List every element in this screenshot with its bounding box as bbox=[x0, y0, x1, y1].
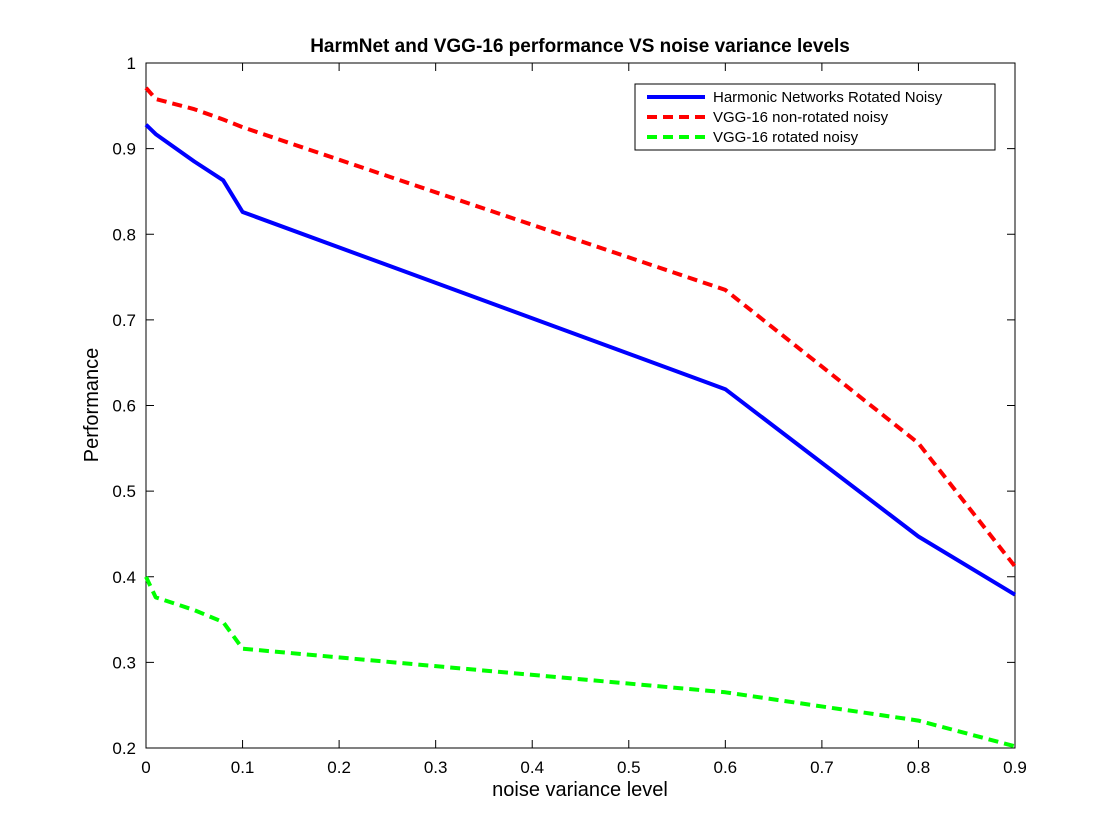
y-tick-label: 1 bbox=[127, 54, 136, 73]
series-line-2 bbox=[144, 86, 1017, 568]
y-tick-label: 0.9 bbox=[112, 140, 136, 159]
y-tick-label: 0.5 bbox=[112, 482, 136, 501]
x-tick-label: 0.7 bbox=[810, 758, 834, 777]
legend-label: VGG-16 non-rotated noisy bbox=[713, 109, 889, 126]
x-tick-label: 0.5 bbox=[617, 758, 641, 777]
y-tick-label: 0.3 bbox=[112, 653, 136, 672]
legend-label: Harmonic Networks Rotated Noisy bbox=[713, 89, 943, 106]
x-tick-label: 0.3 bbox=[424, 758, 448, 777]
series-line-3 bbox=[144, 575, 1016, 749]
chart-title: HarmNet and VGG-16 performance VS noise … bbox=[310, 36, 850, 57]
y-tick-label: 0.6 bbox=[112, 397, 136, 416]
y-tick-label: 0.4 bbox=[112, 568, 136, 587]
series-layer bbox=[144, 86, 1017, 749]
x-tick-label: 0.2 bbox=[327, 758, 351, 777]
legend-label: VGG-16 rotated noisy bbox=[713, 129, 859, 146]
y-axis: 0.2 0.3 0.4 0.5 0.6 0.7 0.8 0.9 1 bbox=[112, 54, 1015, 758]
series-line-1 bbox=[144, 123, 1017, 597]
x-tick-label: 0.1 bbox=[231, 758, 255, 777]
y-axis-label: Performance bbox=[81, 348, 103, 463]
y-tick-label: 0.2 bbox=[112, 739, 136, 758]
x-tick-label: 0.4 bbox=[520, 758, 544, 777]
x-tick-label: 0.6 bbox=[714, 758, 738, 777]
y-tick-label: 0.8 bbox=[112, 225, 136, 244]
plot-area bbox=[145, 62, 1016, 749]
x-axis: 0 0.1 0.2 0.3 0.4 0.5 0.6 0.7 0.8 0.9 bbox=[141, 63, 1027, 777]
legend: Harmonic Networks Rotated Noisy VGG-16 no… bbox=[634, 83, 996, 151]
x-tick-label: 0.9 bbox=[1003, 758, 1027, 777]
x-tick-label: 0 bbox=[141, 758, 150, 777]
x-tick-label: 0.8 bbox=[907, 758, 931, 777]
x-axis-label: noise variance level bbox=[492, 779, 668, 801]
y-tick-label: 0.7 bbox=[112, 311, 136, 330]
